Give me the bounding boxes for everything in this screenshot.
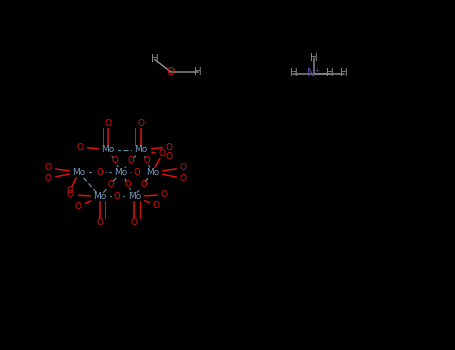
Bar (135, 120, 147, 127)
Text: O: O (140, 180, 147, 189)
Bar (132, 169, 142, 175)
Text: O: O (96, 218, 103, 227)
Bar (106, 182, 116, 187)
Text: O: O (107, 180, 114, 189)
Text: Mo: Mo (101, 145, 115, 154)
Bar (156, 150, 169, 158)
Text: O: O (133, 168, 140, 177)
Bar (72, 203, 85, 210)
Text: O: O (67, 190, 74, 199)
Text: O: O (128, 156, 134, 166)
Bar (157, 191, 170, 198)
Bar (177, 164, 190, 172)
Text: Mo: Mo (115, 168, 128, 177)
Bar (126, 158, 136, 164)
Text: O: O (153, 201, 160, 210)
Text: O: O (105, 119, 111, 128)
Bar (112, 194, 122, 199)
Text: H: H (151, 55, 159, 64)
Text: O: O (180, 163, 187, 173)
Bar (163, 153, 176, 160)
Text: O: O (180, 174, 187, 183)
Text: O: O (166, 152, 172, 161)
Text: O: O (137, 119, 144, 128)
Bar (143, 168, 162, 176)
Bar (112, 168, 130, 176)
Bar (91, 193, 109, 200)
Bar (132, 146, 150, 154)
Text: O: O (111, 156, 118, 166)
Text: H: H (310, 53, 318, 63)
Bar (110, 158, 120, 164)
Text: O: O (166, 142, 172, 152)
Text: O: O (161, 190, 167, 199)
Text: O: O (67, 186, 74, 195)
Text: Mo: Mo (146, 168, 159, 177)
Bar (94, 219, 106, 226)
Bar (41, 175, 54, 182)
Bar (138, 182, 148, 187)
Text: O: O (44, 174, 51, 183)
Text: Mo: Mo (93, 192, 106, 201)
Bar (125, 193, 143, 200)
Text: Mo: Mo (128, 192, 141, 201)
Text: N⁺: N⁺ (307, 69, 321, 78)
Text: O: O (159, 149, 166, 159)
Text: H: H (326, 69, 334, 78)
Bar (142, 158, 152, 164)
Bar (64, 187, 77, 194)
Text: Mo: Mo (72, 168, 85, 177)
Bar (128, 219, 141, 226)
Text: O: O (96, 168, 103, 177)
Text: O: O (44, 163, 51, 173)
Text: Mo: Mo (134, 145, 147, 154)
Bar (177, 175, 190, 182)
Text: O: O (125, 180, 131, 189)
Bar (123, 182, 133, 187)
Bar (150, 202, 162, 209)
Text: H: H (339, 69, 348, 78)
Bar (64, 191, 77, 198)
Text: H: H (194, 67, 202, 77)
Bar (163, 144, 176, 150)
Text: O: O (114, 192, 121, 201)
Text: O: O (131, 218, 138, 227)
Bar (102, 120, 115, 127)
Bar (95, 169, 105, 175)
Bar (70, 168, 88, 176)
Text: O: O (167, 67, 175, 77)
Text: H: H (289, 69, 298, 78)
Bar (99, 146, 117, 154)
Text: O: O (75, 203, 81, 211)
Bar (74, 144, 86, 150)
Text: O: O (143, 156, 150, 166)
Text: O: O (76, 142, 83, 152)
Bar (41, 164, 54, 172)
